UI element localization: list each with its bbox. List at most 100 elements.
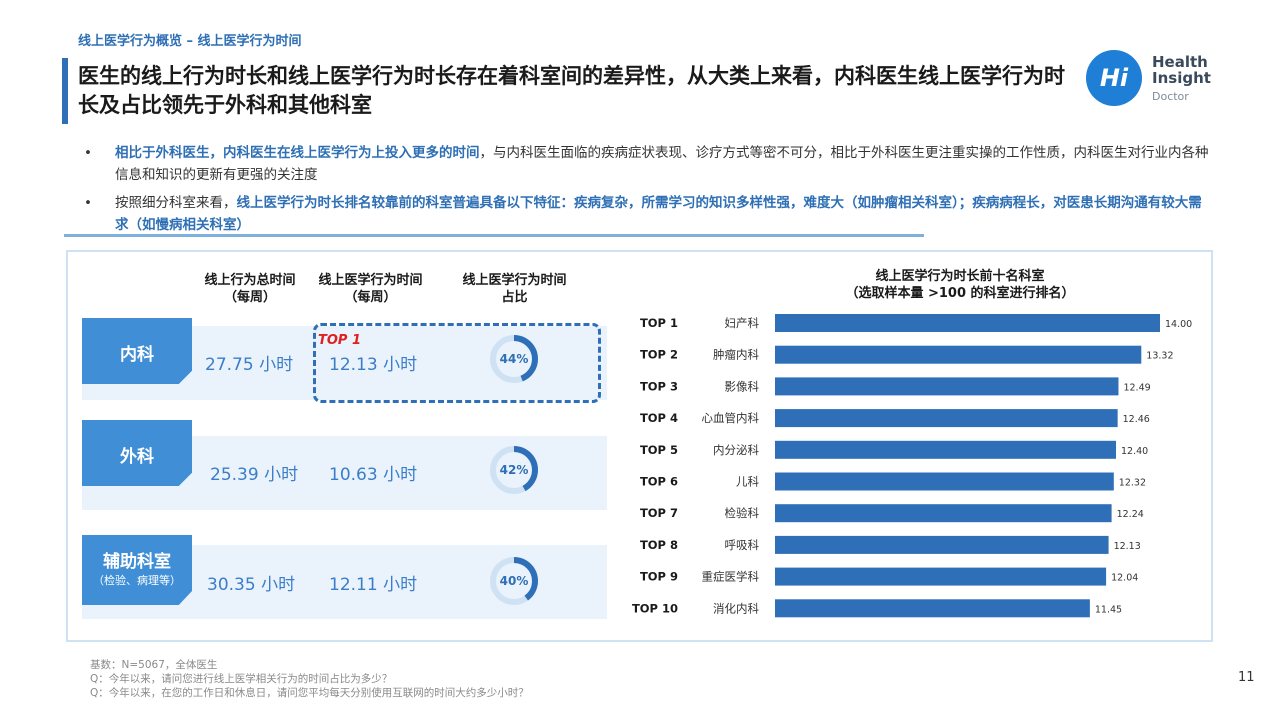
bar-rank-label: TOP 4: [640, 411, 678, 425]
col-header-line: 线上医学行为时间: [462, 273, 567, 288]
bar: [775, 472, 1114, 491]
top1-highlight-box: [313, 323, 601, 403]
bar-category-label: 检验科: [725, 506, 760, 520]
bar: [775, 504, 1112, 523]
bar-category-label: 妇产科: [725, 316, 760, 330]
bar: [775, 440, 1116, 459]
bar-value-label: 12.49: [1123, 382, 1150, 393]
bullet-item: • 相比于外科医生，内科医生在线上医学行为上投入更多的时间，与内科医生面临的疾病…: [80, 142, 1215, 186]
bar: [775, 314, 1160, 332]
bullet-item: • 按照细分科室来看，线上医学行为时长排名较靠前的科室普遍具备以下特征：疾病复杂…: [80, 192, 1215, 236]
bar: [775, 567, 1107, 586]
bar-value-label: 12.46: [1123, 414, 1150, 425]
donut-arc: [490, 557, 538, 605]
logo-mark: Hi: [1086, 50, 1142, 106]
col-header-line: （每周）: [223, 290, 276, 305]
bar-value-label: 12.04: [1111, 573, 1138, 584]
col-header-line: （每周）: [344, 290, 397, 305]
bar: [775, 345, 1142, 364]
logo-line1: Health: [1152, 53, 1208, 71]
logo-line2: Insight: [1152, 69, 1211, 87]
top1-tag: TOP 1: [318, 333, 362, 348]
share-donut: 42%: [490, 446, 538, 494]
col-header-medical: 线上医学行为时间 （每周）: [308, 272, 433, 306]
bar: [775, 599, 1090, 618]
bar-category-label: 心血管内科: [702, 411, 760, 425]
footnote-line: Q：今年以来，请问您进行线上医学相关行为的时间占比为多少？: [90, 673, 393, 685]
row-medical-time: 12.11 小时: [329, 575, 418, 595]
bar-value-label: 12.13: [1114, 541, 1141, 552]
bar: [775, 535, 1109, 554]
bullet-dot: •: [84, 145, 92, 161]
donut-label: 44%: [500, 352, 529, 366]
bar-value-label: 12.32: [1119, 478, 1146, 489]
donut-arc: [490, 446, 538, 494]
row-total-time: 30.35 小时: [207, 575, 296, 595]
bullet-highlight: 相比于外科医生，内科医生在线上医学行为上投入更多的时间: [115, 145, 480, 161]
chart-title: 线上医学行为时长前十名科室 （选取样本量 >100 的科室进行排名）: [770, 268, 1150, 302]
page-number: 11: [1238, 670, 1255, 685]
bar-rank-label: TOP 10: [632, 601, 678, 615]
row-label-text: 外科: [120, 447, 154, 467]
bar-category-label: 儿科: [736, 475, 759, 489]
footnote-line: Q：今年以来，在您的工作日和休息日，请问您平均每天分别使用互联网的时间大约多少小…: [90, 687, 529, 699]
bar-value-label: 11.45: [1095, 604, 1122, 615]
footnote-line: 基数：N=5067，全体医生: [90, 659, 218, 671]
chart-title-main: 线上医学行为时长前十名科室: [875, 269, 1045, 284]
share-donut: 40%: [490, 557, 538, 605]
row-label-internal: 内科: [82, 318, 192, 384]
bar-rank-label: TOP 8: [640, 538, 678, 552]
bar-rank-label: TOP 3: [640, 379, 678, 393]
footnote: 基数：N=5067，全体医生 Q：今年以来，请问您进行线上医学相关行为的时间占比…: [90, 658, 529, 700]
row-label-text: 内科: [120, 345, 154, 365]
donut-label: 40%: [500, 574, 529, 588]
col-header-line: 线上行为总时间: [204, 273, 296, 288]
col-header-line: 线上医学行为时间: [318, 273, 423, 288]
bar-category-label: 呼吸科: [725, 538, 760, 552]
bullet-prefix: 按照细分科室来看，: [115, 195, 237, 211]
row-label-sub: （检验、病理等）: [93, 574, 181, 587]
col-header-total: 线上行为总时间 （每周）: [195, 272, 305, 306]
bar-value-label: 14.00: [1165, 319, 1192, 330]
bullet-dot: •: [84, 195, 92, 211]
page-title: 医生的线上行为时长和线上医学行为时长存在着科室间的差异性，从大类上来看，内科医生…: [78, 64, 1065, 117]
bar-category-label: 内分泌科: [713, 443, 759, 457]
bar-rank-label: TOP 6: [640, 475, 678, 489]
bar-category-label: 肿瘤内科: [713, 348, 759, 362]
row-total-time: 25.39 小时: [210, 465, 299, 485]
title-accent-bar: [62, 58, 68, 124]
bar-category-label: 影像科: [725, 379, 760, 393]
bullet-text: ，与内科医生面临的疾病症状表现、诊疗方式等密不可分，相比于外科医生更注重实操的工…: [115, 145, 1209, 183]
row-label-surgery: 外科: [82, 420, 192, 486]
bar-category-label: 消化内科: [713, 601, 759, 615]
top10-bar-chart: TOP 1 妇产科 14.00 TOP 2 肿瘤内科 13.32 TOP 3 影像科 12.49…: [632, 314, 1192, 618]
breadcrumb: 线上医学行为概览 – 线上医学行为时间: [78, 34, 302, 49]
bar-rank-label: TOP 7: [640, 506, 678, 520]
donut-label: 42%: [500, 463, 529, 477]
row-label-auxiliary: 辅助科室 （检验、病理等）: [82, 535, 192, 605]
bar-category-label: 重症医学科: [702, 570, 760, 584]
donut-arc: [490, 335, 538, 383]
row-label-text: 辅助科室: [103, 552, 171, 572]
col-header-line: 占比: [501, 290, 528, 305]
bar-rank-label: TOP 2: [640, 348, 678, 362]
row-medical-time: 12.13 小时: [329, 355, 418, 375]
bar-value-label: 12.40: [1121, 446, 1148, 457]
chart-subtitle: （选取样本量 >100 的科室进行排名）: [845, 286, 1075, 301]
bar-value-label: 13.32: [1146, 351, 1173, 362]
bar-rank-label: TOP 1: [640, 316, 678, 330]
divider: [64, 234, 924, 237]
bar-value-label: 12.24: [1117, 509, 1144, 520]
col-header-share: 线上医学行为时间 占比: [452, 272, 577, 306]
logo-subtitle: Doctor: [1152, 90, 1189, 103]
bullet-highlight: 线上医学行为时长排名较靠前的科室普遍具备以下特征：疾病复杂，所需学习的知识多样性…: [115, 195, 1202, 233]
row-total-time: 27.75 小时: [205, 355, 294, 375]
bar-rank-label: TOP 9: [640, 570, 678, 584]
health-insight-logo: Hi Health Insight Doctor: [1086, 50, 1226, 110]
summary-bullets: • 相比于外科医生，内科医生在线上医学行为上投入更多的时间，与内科医生面临的疾病…: [80, 142, 1215, 242]
bar: [775, 377, 1119, 396]
share-donut: 44%: [490, 335, 538, 383]
bar-rank-label: TOP 5: [640, 443, 678, 457]
logo-text: Health Insight: [1152, 54, 1211, 86]
row-medical-time: 10.63 小时: [329, 465, 418, 485]
